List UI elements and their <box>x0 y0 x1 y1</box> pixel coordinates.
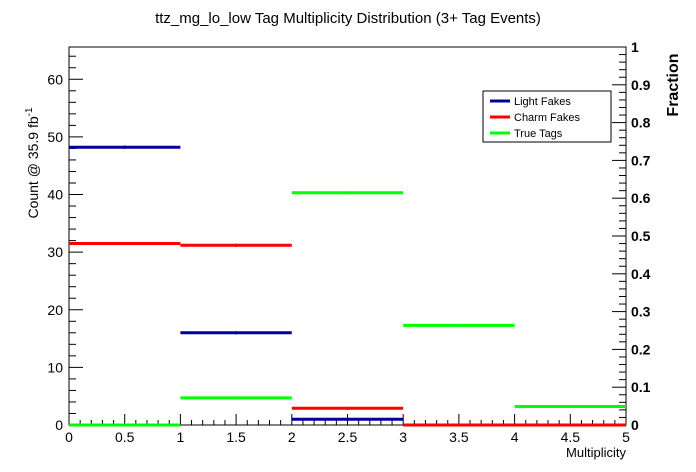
y-tick-label: 10 <box>47 359 63 375</box>
y-tick-label: 60 <box>47 71 63 87</box>
bin-marker <box>345 191 350 195</box>
y2-tick-label: 0.5 <box>631 228 651 244</box>
y-tick-label: 20 <box>47 302 63 318</box>
histogram-series <box>69 145 626 427</box>
y-tick-label: 50 <box>47 129 63 145</box>
y2-axis-label: Fraction <box>665 53 682 116</box>
y-tick-label: 30 <box>47 244 63 260</box>
bin-marker <box>345 417 350 421</box>
bin-marker <box>234 396 238 400</box>
y2-axis-fraction: 0 0.1 0.2 0.3 0.4 0.5 0.6 0.7 0.8 0.9 1 <box>612 39 651 433</box>
y-tick-label: 40 <box>47 187 63 203</box>
chart-title: ttz_mg_lo_low Tag Multiplicity Distribut… <box>155 10 541 27</box>
bin-marker <box>234 331 238 335</box>
bin-marker <box>123 241 127 246</box>
y2-tick-label: 0.1 <box>631 379 651 395</box>
x-tick-label: 2.5 <box>338 429 358 445</box>
y-axis-label-text: Count @ 35.9 fb <box>25 116 41 218</box>
x-tick-label: 4.5 <box>561 429 581 445</box>
legend-label: True Tags <box>514 128 563 140</box>
bin-marker <box>457 323 461 327</box>
x-tick-label: 4 <box>511 429 519 445</box>
bin-marker <box>568 404 572 409</box>
legend-label: Charm Fakes <box>514 112 581 124</box>
x-tick-label: 1 <box>177 429 185 445</box>
y2-tick-label: 0.2 <box>631 341 651 357</box>
y-tick-label: 0 <box>55 417 63 433</box>
legend-label: Light Fakes <box>514 96 571 108</box>
series-light-fakes <box>69 145 626 427</box>
bin-marker <box>123 145 127 149</box>
series-charm-fakes <box>69 241 626 427</box>
y-axis-label-superscript: -1 <box>24 107 35 116</box>
x-tick-label: 3 <box>399 429 407 445</box>
x-tick-label: 3.5 <box>449 429 469 445</box>
x-tick-label: 0 <box>65 429 73 445</box>
x-tick-label: 5 <box>622 429 630 445</box>
y2-tick-label: 0.8 <box>631 115 651 131</box>
y2-tick-label: 0 <box>631 417 639 433</box>
y2-tick-label: 0.4 <box>631 266 651 282</box>
x-tick-label: 0.5 <box>115 429 135 445</box>
legend: Light Fakes Charm Fakes True Tags <box>482 90 612 143</box>
y2-tick-label: 0.6 <box>631 190 651 206</box>
y2-tick-label: 0.3 <box>631 304 651 320</box>
x-tick-label: 2 <box>288 429 296 445</box>
bin-marker <box>345 406 350 410</box>
bin-marker <box>234 243 238 247</box>
y-axis-label: Count @ 35.9 fb-1 <box>24 107 41 219</box>
x-axis: 0 0.5 1 1.5 2 2.5 3 3.5 4 4.5 5 <box>65 414 630 445</box>
series-true-tags <box>69 191 626 427</box>
x-axis-label: Multiplicity <box>566 445 626 460</box>
x-tick-label: 1.5 <box>226 429 246 445</box>
y-axis: 0 10 20 30 40 50 60 <box>47 55 83 433</box>
y2-tick-label: 1 <box>631 39 639 55</box>
y2-tick-label: 0.7 <box>631 152 651 168</box>
y2-tick-label: 0.9 <box>631 77 651 93</box>
